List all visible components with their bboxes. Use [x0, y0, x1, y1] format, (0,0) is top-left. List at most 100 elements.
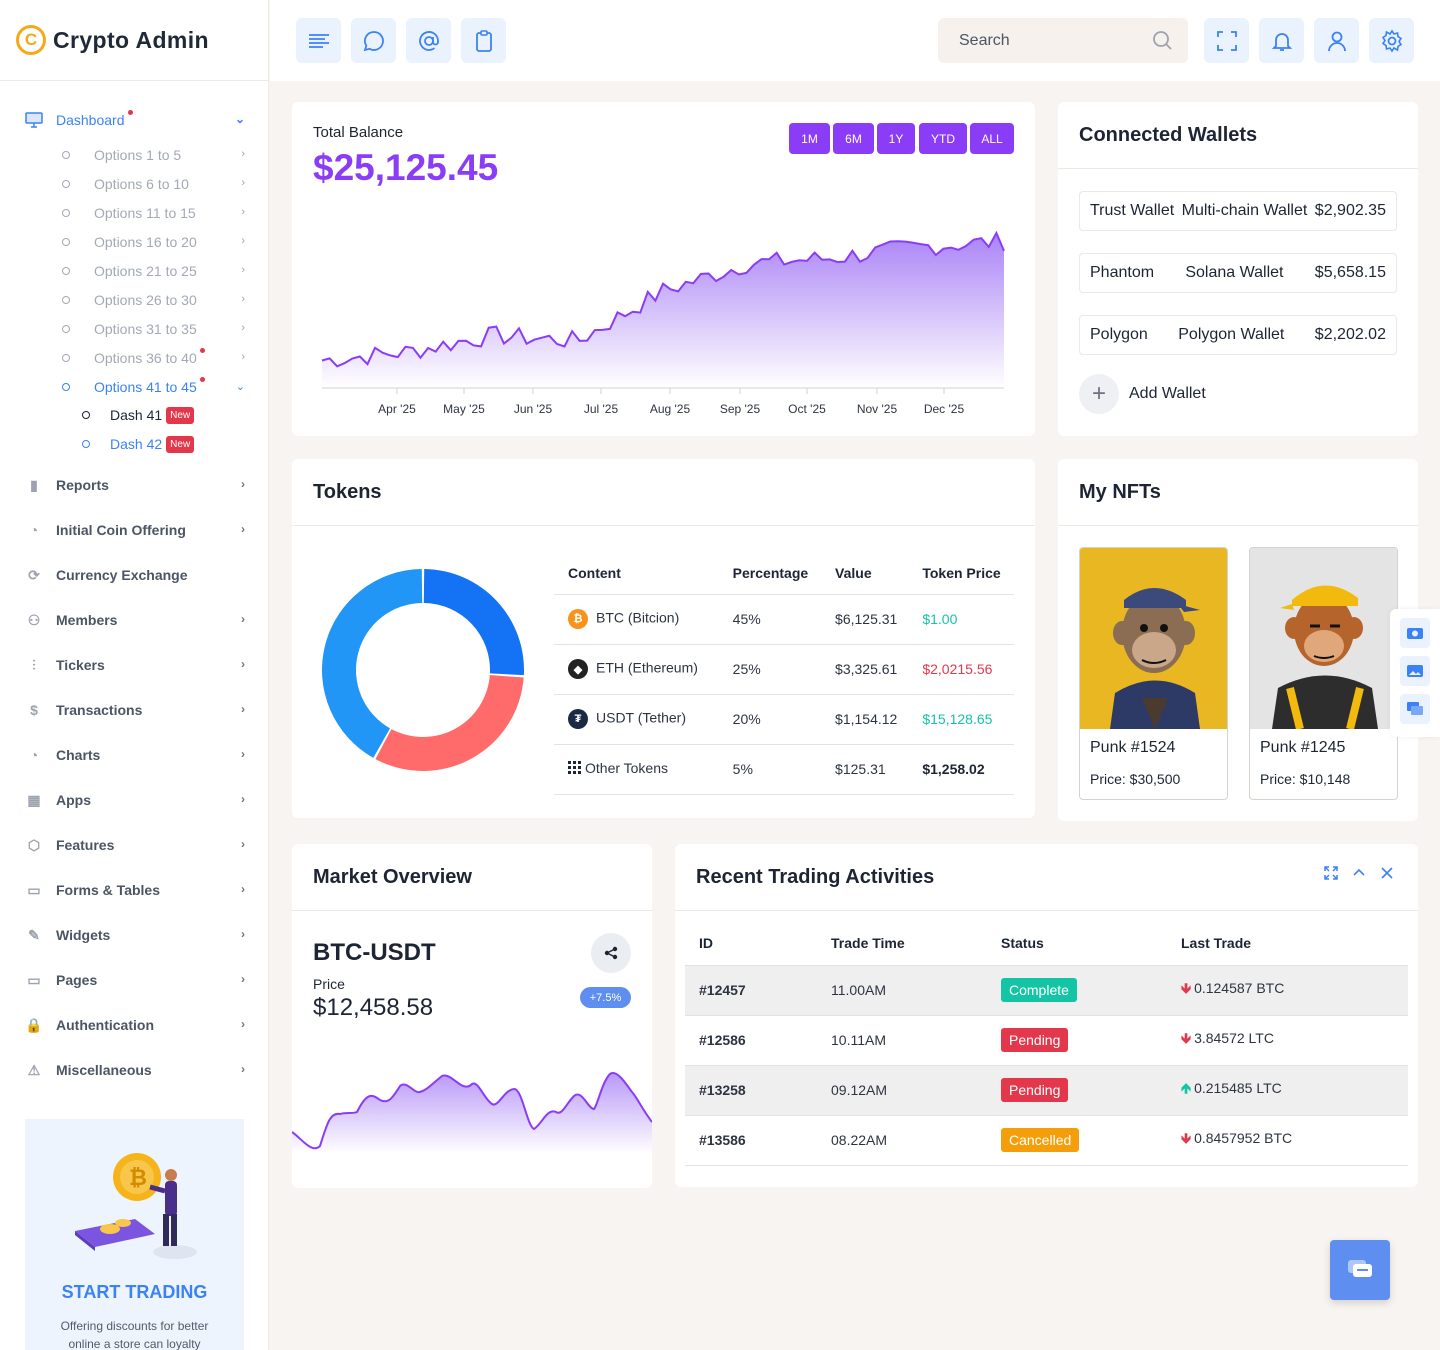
nft-card[interactable]: Punk #1524 Price: $30,500 — [1079, 547, 1228, 800]
sidebar-item[interactable]: ▦ Apps › — [24, 788, 245, 812]
chevron-right-icon: › — [241, 747, 245, 761]
sidebar-option-item[interactable]: Options 26 to 30 › — [62, 290, 245, 310]
sidebar: C Crypto Admin Dashboard ⌄ Options 1 to … — [0, 0, 269, 1350]
sidebar-option-label: Options 1 to 5 — [94, 147, 182, 163]
total-balance-card: Total Balance $25,125.45 1M 6M 1Y YTD AL… — [292, 102, 1035, 436]
range-button-ytd[interactable]: YTD — [919, 123, 967, 154]
clipboard-button[interactable] — [461, 18, 506, 63]
messages-button[interactable] — [1400, 694, 1430, 724]
mention-button[interactable] — [406, 18, 451, 63]
sidebar-item[interactable]: ◔ Initial Coin Offering › — [24, 518, 245, 542]
sidebar-item[interactable]: ◔ Charts › — [24, 743, 245, 767]
sidebar-option-item[interactable]: Options 6 to 10 › — [62, 174, 245, 194]
sidebar-item[interactable]: ⬡ Features › — [24, 833, 245, 857]
fullscreen-button[interactable] — [1204, 18, 1249, 63]
chevron-right-icon: › — [241, 1017, 245, 1031]
balance-label: Total Balance — [313, 124, 404, 141]
sidebar-option-item[interactable]: Options 31 to 35 › — [62, 319, 245, 339]
sidebar-option-item[interactable]: Options 41 to 45 ⌄ — [62, 376, 245, 397]
table-row[interactable]: Other Tokens 5% $125.31 $1,258.02 — [554, 744, 1014, 795]
menu-lines-icon — [308, 33, 329, 48]
sidebar-option-item[interactable]: Options 21 to 25 › — [62, 261, 245, 281]
last-trade-value: 0.8457952 BTC — [1194, 1130, 1293, 1146]
range-button-all[interactable]: ALL — [970, 123, 1014, 154]
table-header-row: ID Trade Time Status Last Trade — [685, 921, 1408, 966]
sidebar-item-label: Tickers — [56, 657, 105, 673]
market-price-label: Price — [313, 976, 345, 992]
camera-icon — [1407, 628, 1423, 639]
sidebar-item[interactable]: ⚇ Members › — [24, 608, 245, 632]
wallet-row[interactable]: Trust Wallet Multi-chain Wallet $2,902.35 — [1079, 191, 1397, 231]
menu-toggle-button[interactable] — [296, 18, 341, 63]
sidebar-option-item[interactable]: Options 16 to 20 › — [62, 232, 245, 252]
sidebar-item-label: Initial Coin Offering — [56, 522, 186, 538]
close-button[interactable] — [1380, 866, 1394, 883]
range-button-1y[interactable]: 1Y — [877, 123, 915, 154]
collapse-button[interactable] — [1352, 866, 1366, 883]
profile-button[interactable] — [1314, 18, 1359, 63]
sidebar-subitem-dash42[interactable]: Dash 42 New — [82, 434, 245, 454]
table-row[interactable]: #12457 11.00AM Complete 🡻 0.124587 BTC — [685, 965, 1408, 1016]
brand[interactable]: C Crypto Admin — [0, 0, 268, 81]
sidebar-item[interactable]: ▭ Pages › — [24, 968, 245, 992]
sidebar-option-label: Options 41 to 45 — [94, 379, 197, 395]
table-row[interactable]: ₿ BTC (Bitcion) 45% $6,125.31 $1.00 — [554, 594, 1014, 645]
sidebar-subitem-dash41[interactable]: Dash 41 New — [82, 405, 245, 425]
nft-price: Price: $10,148 — [1260, 771, 1351, 787]
sidebar-item-label: Features — [56, 837, 115, 853]
sidebar-item[interactable]: ⫶ Tickers › — [24, 653, 245, 677]
last-trade-value: 0.215485 LTC — [1194, 1080, 1282, 1096]
add-wallet-button[interactable]: + Add Wallet — [1079, 374, 1206, 414]
search-input[interactable]: Search — [938, 18, 1188, 63]
my-nfts-card: My NFTs Punk #1524 Price: $30,500 — [1058, 459, 1418, 821]
chat-button[interactable] — [351, 18, 396, 63]
sidebar-item[interactable]: 🔒 Authentication › — [24, 1013, 245, 1037]
start-trading-promo[interactable]: ₿ START TRADING Offering discounts for b… — [25, 1119, 244, 1350]
sidebar-option-item[interactable]: Options 36 to 40 › — [62, 347, 245, 368]
wallet-row[interactable]: Polygon Polygon Wallet $2,202.02 — [1079, 315, 1397, 355]
table-row[interactable]: ◆ ETH (Ethereum) 25% $3,325.61 $2,0215.56 — [554, 644, 1014, 695]
trade-time: 09.12AM — [817, 1065, 987, 1116]
table-row[interactable]: #12586 10.11AM Pending 🡻 3.84572 LTC — [685, 1015, 1408, 1066]
wallet-row[interactable]: Phantom Solana Wallet $5,658.15 — [1079, 253, 1397, 293]
nft-card[interactable]: Punk #1245 Price: $10,148 — [1249, 547, 1398, 800]
donut-slice[interactable] — [322, 569, 423, 758]
sidebar-item[interactable]: ✎ Widgets › — [24, 923, 245, 947]
at-sign-icon — [418, 30, 439, 51]
expand-button[interactable] — [1324, 866, 1338, 883]
trade-time: 08.22AM — [817, 1115, 987, 1166]
table-header-row: Content Percentage Value Token Price — [554, 552, 1014, 595]
sidebar-item[interactable]: ▭ Forms & Tables › — [24, 878, 245, 902]
trade-id: #13258 — [685, 1065, 817, 1116]
chat-float-button[interactable] — [1330, 1240, 1390, 1300]
range-button-1m[interactable]: 1M — [789, 123, 830, 154]
gallery-button[interactable] — [1400, 656, 1430, 686]
settings-button[interactable] — [1369, 18, 1414, 63]
donut-slice[interactable] — [375, 675, 524, 771]
last-trade-value: 0.124587 BTC — [1194, 980, 1285, 996]
dot-icon — [62, 354, 70, 362]
sidebar-item[interactable]: ⟳ Currency Exchange — [24, 563, 245, 587]
sidebar-item[interactable]: ⚠ Miscellaneous › — [24, 1058, 245, 1082]
camera-button[interactable] — [1400, 618, 1430, 648]
token-price: $15,128.65 — [908, 694, 1014, 745]
table-row[interactable]: ₮ USDT (Tether) 20% $1,154.12 $15,128.65 — [554, 694, 1014, 745]
fullscreen-icon — [1216, 30, 1237, 51]
token-name: ETH (Ethereum) — [596, 659, 698, 676]
table-row[interactable]: #13586 08.22AM Cancelled 🡻 0.8457952 BTC — [685, 1115, 1408, 1166]
notifications-button[interactable] — [1259, 18, 1304, 63]
sidebar-option-item[interactable]: Options 11 to 15 › — [62, 203, 245, 223]
ethereum-icon: ◆ — [568, 659, 588, 679]
sidebar-option-label: Options 6 to 10 — [94, 176, 189, 192]
sidebar-item[interactable]: $ Transactions › — [24, 698, 245, 722]
range-button-6m[interactable]: 6M — [833, 123, 874, 154]
trade-id: #13586 — [685, 1115, 817, 1166]
users-icon: ⚇ — [27, 611, 41, 628]
share-button[interactable] — [591, 933, 631, 973]
table-row[interactable]: #13258 09.12AM Pending 🡹 0.215485 LTC — [685, 1065, 1408, 1116]
sidebar-option-item[interactable]: Options 1 to 5 › — [62, 145, 245, 165]
sidebar-item[interactable]: ▮ Reports › — [24, 473, 245, 497]
sidebar-item-dashboard[interactable]: Dashboard ⌄ — [24, 108, 245, 132]
donut-slice[interactable] — [423, 569, 524, 676]
clipboard-icon — [475, 29, 492, 52]
